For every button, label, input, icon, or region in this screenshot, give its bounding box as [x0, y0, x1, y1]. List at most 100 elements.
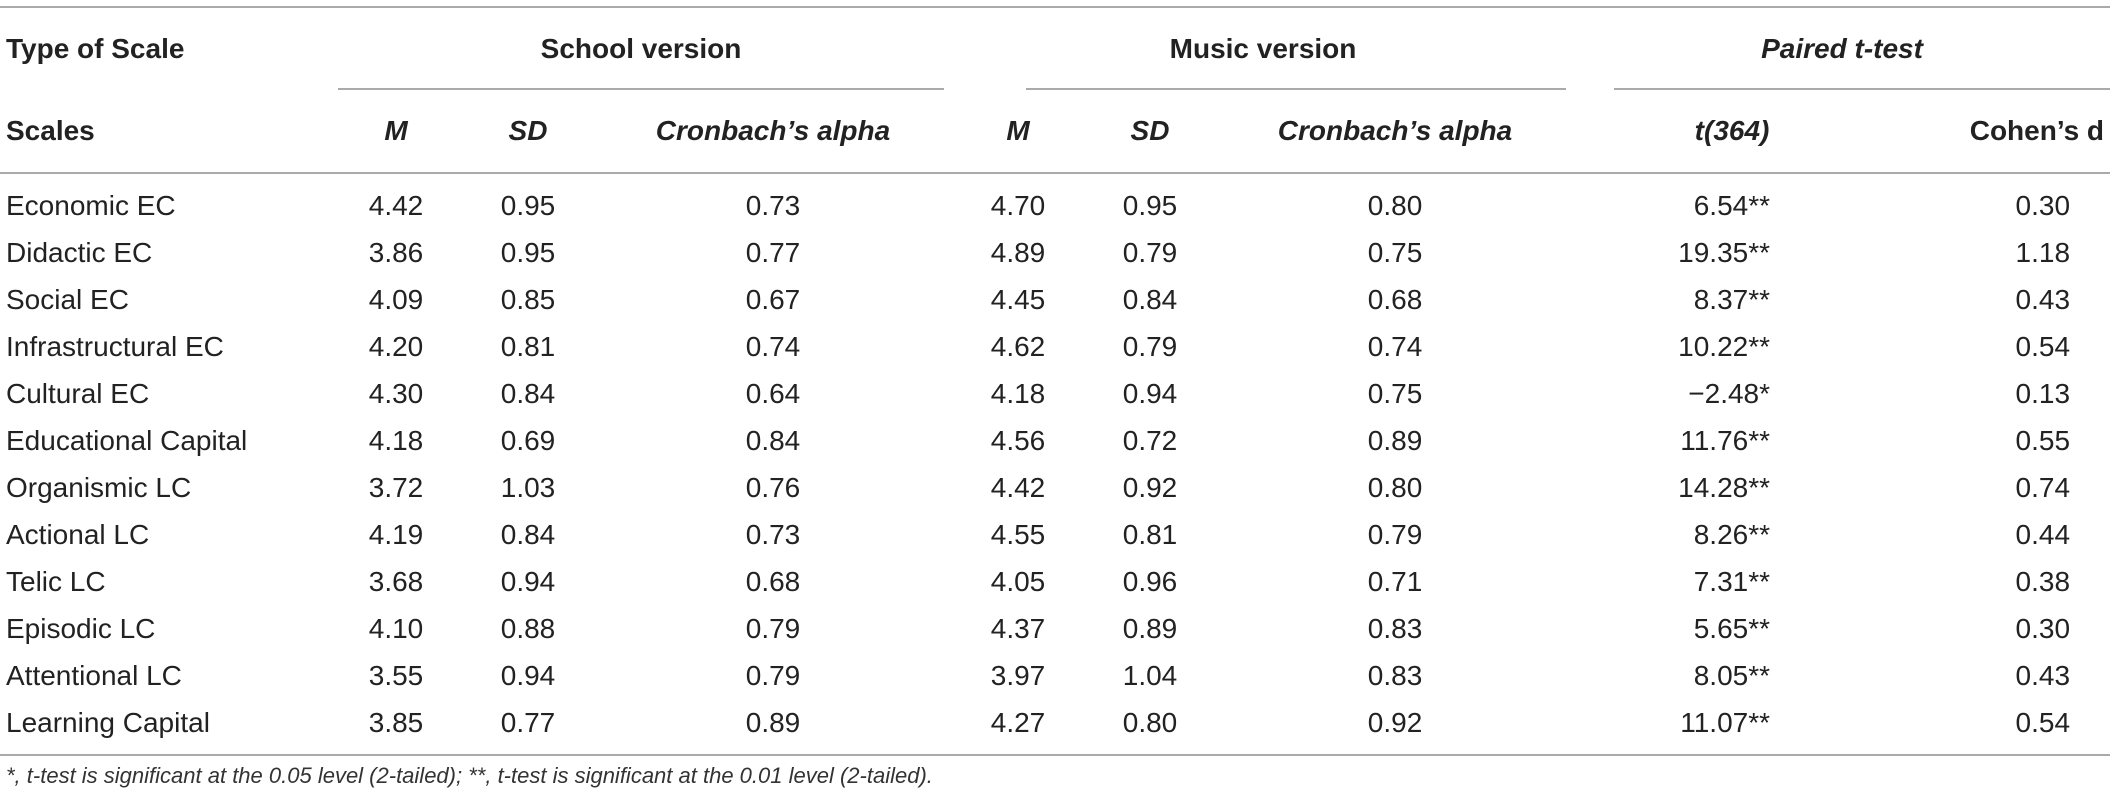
cell-music-sd: 0.79 — [1122, 236, 1178, 268]
cell-music-sd: 0.89 — [1122, 612, 1178, 644]
cell-cohens-d: 0.55 — [2015, 424, 2071, 456]
cell-school-sd: 0.84 — [500, 377, 556, 409]
header-music-version-label: Music version — [1169, 33, 1357, 64]
cell-school-sd: 0.94 — [500, 565, 556, 597]
cell-t: 8.05** — [1693, 659, 1771, 691]
cell-music-m: 4.42 — [990, 471, 1046, 503]
cell-music-m: 4.70 — [990, 189, 1046, 221]
cell-school-alpha: 0.73 — [745, 518, 801, 550]
cell-school-sd: 0.94 — [500, 659, 556, 691]
cell-music-m: 4.18 — [990, 377, 1046, 409]
cell-school-m: 4.19 — [368, 518, 424, 550]
header-school-sd: SD — [508, 115, 548, 146]
cell-music-sd: 0.79 — [1122, 330, 1178, 362]
table-row: Episodic LC 4.10 0.88 0.79 4.37 0.89 0.83 5.65*… — [0, 605, 2110, 652]
cell-cohens-d: 0.30 — [2015, 612, 2071, 644]
cell-music-alpha: 0.75 — [1367, 377, 1423, 409]
header-t: t(364) — [1694, 115, 1770, 146]
sub-header-row: Scales M SD Cronbach’s alpha M SD Cronba… — [0, 90, 2111, 173]
cell-music-alpha: 0.80 — [1367, 471, 1423, 503]
cell-cohens-d: 0.30 — [2015, 189, 2071, 221]
cell-school-sd: 0.77 — [500, 706, 556, 738]
cell-music-sd: 0.84 — [1122, 283, 1178, 315]
cell-scale: Social EC — [6, 283, 129, 315]
cell-scale: Didactic EC — [6, 236, 153, 268]
cell-music-m: 4.89 — [990, 236, 1046, 268]
table-row: Actional LC 4.19 0.84 0.73 4.55 0.81 0.79 8.26*… — [0, 511, 2110, 558]
table-body: Economic EC 4.42 0.95 0.73 4.70 0.95 0.80 6.54*… — [0, 173, 2111, 755]
header-music-m: M — [1006, 115, 1030, 146]
cell-t: 8.26** — [1693, 518, 1771, 550]
cell-cohens-d: 0.13 — [2015, 377, 2071, 409]
cell-music-sd: 0.92 — [1122, 471, 1178, 503]
cell-school-m: 4.30 — [368, 377, 424, 409]
cell-scale: Actional LC — [6, 518, 150, 550]
cell-scale: Episodic LC — [6, 612, 156, 644]
cell-school-alpha: 0.68 — [745, 565, 801, 597]
header-cohens-d-label: Cohen’s d — [1969, 115, 2105, 146]
cell-school-m: 4.10 — [368, 612, 424, 644]
header-school-alpha: Cronbach’s alpha — [655, 115, 891, 146]
cell-school-m: 3.68 — [368, 565, 424, 597]
cell-school-m: 4.20 — [368, 330, 424, 362]
header-school-version-label: School version — [540, 33, 742, 64]
cell-school-alpha: 0.73 — [745, 189, 801, 221]
cell-music-alpha: 0.89 — [1367, 424, 1423, 456]
header-paired-ttest: Paired t-test — [1574, 7, 2111, 90]
cell-school-sd: 0.85 — [500, 283, 556, 315]
table-row: Learning Capital 3.85 0.77 0.89 4.27 0.80 0.92… — [0, 699, 2110, 755]
results-table: Type of Scale School version Music versi… — [0, 6, 2111, 756]
cell-school-sd: 0.88 — [500, 612, 556, 644]
cell-music-alpha: 0.68 — [1367, 283, 1423, 315]
cell-school-alpha: 0.74 — [745, 330, 801, 362]
cell-scale: Learning Capital — [6, 706, 210, 738]
group-header-row: Type of Scale School version Music versi… — [0, 7, 2111, 90]
cell-t: −2.48* — [1688, 377, 1771, 409]
cell-music-m: 4.05 — [990, 565, 1046, 597]
cell-t: 11.07** — [1680, 706, 1771, 738]
cell-music-m: 4.56 — [990, 424, 1046, 456]
cell-music-m: 4.55 — [990, 518, 1046, 550]
cell-music-alpha: 0.92 — [1367, 706, 1423, 738]
school-version-underline — [338, 88, 944, 90]
cell-school-sd: 0.95 — [500, 189, 556, 221]
cell-cohens-d: 0.43 — [2015, 659, 2071, 691]
paired-ttest-underline — [1614, 88, 2111, 90]
cell-school-m: 4.42 — [368, 189, 424, 221]
cell-school-alpha: 0.89 — [745, 706, 801, 738]
cell-cohens-d: 0.54 — [2015, 706, 2071, 738]
cell-scale: Economic EC — [6, 189, 176, 221]
cell-music-m: 3.97 — [990, 659, 1046, 691]
cell-scale: Telic LC — [6, 565, 106, 597]
header-school-version: School version — [330, 7, 952, 90]
cell-music-alpha: 0.80 — [1367, 189, 1423, 221]
cell-school-m: 3.86 — [368, 236, 424, 268]
header-music-sd: SD — [1130, 115, 1170, 146]
cell-cohens-d: 0.74 — [2015, 471, 2071, 503]
cell-school-m: 3.55 — [368, 659, 424, 691]
music-version-underline — [1026, 88, 1567, 90]
cell-school-sd: 0.81 — [500, 330, 556, 362]
table-row: Economic EC 4.42 0.95 0.73 4.70 0.95 0.80 6.54*… — [0, 173, 2110, 229]
table-row: Cultural EC 4.30 0.84 0.64 4.18 0.94 0.75 −2.48… — [0, 370, 2110, 417]
cell-school-alpha: 0.77 — [745, 236, 801, 268]
cell-music-m: 4.27 — [990, 706, 1046, 738]
cell-music-sd: 0.72 — [1122, 424, 1178, 456]
cell-music-sd: 0.95 — [1122, 189, 1178, 221]
table-row: Educational Capital 4.18 0.69 0.84 4.56 0.72 0… — [0, 417, 2110, 464]
cell-music-alpha: 0.83 — [1367, 659, 1423, 691]
cell-school-m: 3.85 — [368, 706, 424, 738]
cell-school-m: 4.09 — [368, 283, 424, 315]
header-music-version: Music version — [952, 7, 1574, 90]
cell-scale: Cultural EC — [6, 377, 150, 409]
cell-school-m: 4.18 — [368, 424, 424, 456]
cell-cohens-d: 0.38 — [2015, 565, 2071, 597]
cell-t: 5.65** — [1693, 612, 1771, 644]
table-row: Organismic LC 3.72 1.03 0.76 4.42 0.92 0.80 14.… — [0, 464, 2110, 511]
cell-school-alpha: 0.84 — [745, 424, 801, 456]
cell-school-sd: 1.03 — [500, 471, 556, 503]
header-cohens-d: Cohen’s d — [1890, 90, 2110, 173]
cell-music-sd: 1.04 — [1122, 659, 1178, 691]
table-row: Infrastructural EC 4.20 0.81 0.74 4.62 0.79 0.… — [0, 323, 2110, 370]
cell-music-sd: 0.80 — [1122, 706, 1178, 738]
